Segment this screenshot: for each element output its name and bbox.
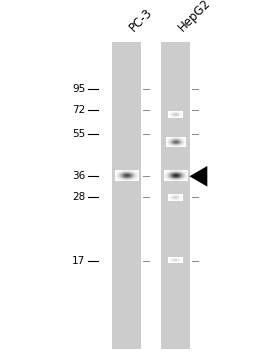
Text: 95: 95 <box>72 84 85 94</box>
Text: 55: 55 <box>72 129 85 139</box>
Text: PC-3: PC-3 <box>127 5 155 34</box>
Bar <box>112 42 141 349</box>
Text: 36: 36 <box>72 171 85 181</box>
Text: HepG2: HepG2 <box>175 0 213 34</box>
Text: 17: 17 <box>72 256 85 266</box>
Text: 28: 28 <box>72 192 85 202</box>
Polygon shape <box>189 166 207 187</box>
Text: 72: 72 <box>72 105 85 115</box>
Bar <box>161 42 190 349</box>
